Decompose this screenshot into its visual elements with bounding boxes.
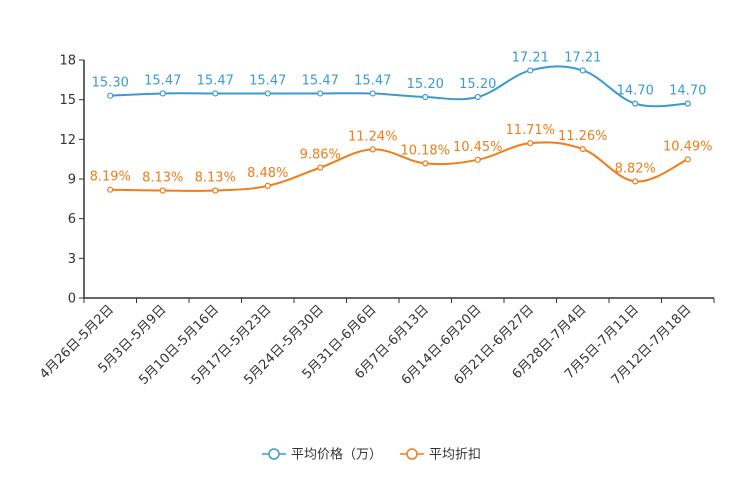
data-label: 11.71% <box>505 123 555 138</box>
data-point[interactable] <box>579 146 586 153</box>
data-label: 11.24% <box>348 129 398 144</box>
data-point[interactable] <box>107 186 114 193</box>
y-tick-label: 18 <box>59 54 76 69</box>
legend-label: 平均价格（万） <box>291 447 382 463</box>
data-label: 8.48% <box>247 166 288 181</box>
data-label: 15.20 <box>459 77 496 92</box>
data-label: 15.47 <box>302 73 339 88</box>
data-point[interactable] <box>369 146 376 153</box>
series-1: 8.19% 8.13% 8.13% 8.48%9.86%11.24%10.18% 10.… <box>90 123 713 194</box>
data-label: 10.45% <box>453 140 503 155</box>
data-label: 14.70 <box>617 84 654 99</box>
legend-item-1[interactable]: 平均折扣 <box>400 448 481 463</box>
data-label: 8.13% <box>195 171 236 186</box>
data-label: 17.21 <box>564 50 601 65</box>
legend[interactable]: 平均价格（万） 平均折扣 <box>262 447 481 463</box>
y-tick-label: 0 <box>68 292 76 307</box>
y-tick-label: 3 <box>68 252 76 267</box>
data-point[interactable] <box>212 90 219 97</box>
data-label: 10.18% <box>400 143 450 158</box>
data-label: 15.47 <box>197 73 234 88</box>
data-point[interactable] <box>107 92 114 99</box>
data-point[interactable] <box>474 156 481 163</box>
data-label: 15.47 <box>144 73 181 88</box>
data-label: 8.13% <box>142 171 183 186</box>
data-label: 9.86% <box>300 148 341 163</box>
y-tick-label: 9 <box>68 173 76 188</box>
data-point[interactable] <box>684 156 691 163</box>
data-label: 15.47 <box>249 73 286 88</box>
data-point[interactable] <box>632 100 639 107</box>
data-label: 8.82% <box>615 161 656 176</box>
data-point[interactable] <box>527 140 534 147</box>
data-point[interactable] <box>632 178 639 185</box>
series-0: 15.30 15.47 15.47 15.47 15.47 15.47 15.20 15.20… <box>92 50 706 108</box>
series-layer: 15.30 15.47 15.47 15.47 15.47 15.47 15.20 15.20… <box>90 50 713 194</box>
data-point[interactable] <box>527 67 534 74</box>
data-point[interactable] <box>422 160 429 167</box>
data-point[interactable] <box>474 93 481 101</box>
axes: 03691215184月26日-5月2日5月3日-5月9日5月10日-5月16日… <box>37 54 715 388</box>
data-point[interactable] <box>159 90 166 97</box>
legend-swatch-marker <box>406 448 418 460</box>
series-line <box>110 141 689 192</box>
data-point[interactable] <box>684 100 691 107</box>
data-point[interactable] <box>264 90 271 97</box>
data-label: 8.19% <box>90 170 131 185</box>
data-label: 14.70 <box>669 84 706 99</box>
y-tick-label: 6 <box>68 212 76 227</box>
data-point[interactable] <box>317 164 324 171</box>
data-label: 15.47 <box>354 73 391 88</box>
y-tick-label: 15 <box>59 93 76 108</box>
data-label: 17.21 <box>512 50 549 65</box>
data-label: 10.49% <box>663 139 713 154</box>
data-point[interactable] <box>369 90 376 97</box>
data-label: 11.26% <box>558 129 608 144</box>
data-point[interactable] <box>317 90 324 97</box>
data-point[interactable] <box>159 187 166 194</box>
series-line <box>110 65 688 108</box>
y-tick-label: 12 <box>59 133 76 148</box>
data-label: 15.20 <box>407 77 444 92</box>
legend-item-0[interactable]: 平均价格（万） <box>262 447 382 463</box>
data-point[interactable] <box>264 182 271 189</box>
legend-swatch-marker <box>268 448 280 460</box>
data-label: 15.30 <box>92 76 129 91</box>
data-point[interactable] <box>422 93 429 101</box>
data-point[interactable] <box>212 187 219 194</box>
data-point[interactable] <box>579 67 586 74</box>
legend-label: 平均折扣 <box>429 448 481 463</box>
